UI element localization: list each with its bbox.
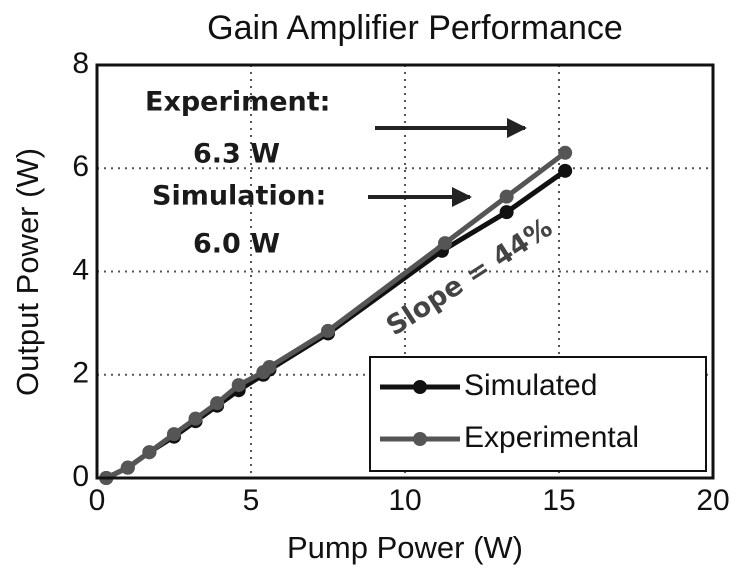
legend-label: Experimental bbox=[464, 421, 639, 454]
y-tick-label: 4 bbox=[72, 253, 89, 286]
y-axis-label: Output Power (W) bbox=[10, 148, 45, 396]
chart-title: Gain Amplifier Performance bbox=[207, 9, 623, 47]
legend-label: Simulated bbox=[464, 369, 597, 402]
x-tick-label: 20 bbox=[696, 484, 729, 517]
data-point bbox=[558, 145, 573, 160]
data-point bbox=[210, 396, 225, 411]
data-point bbox=[262, 360, 277, 375]
data-point bbox=[499, 189, 514, 204]
y-tick-label: 6 bbox=[72, 150, 89, 183]
x-tick-label: 10 bbox=[388, 484, 421, 517]
x-tick-label: 15 bbox=[542, 484, 575, 517]
data-point bbox=[558, 163, 573, 178]
annotation: 6.3 W bbox=[193, 139, 280, 170]
data-point bbox=[167, 427, 181, 442]
annotation: Experiment: bbox=[145, 87, 330, 118]
y-tick-label: 2 bbox=[72, 357, 89, 390]
y-tick-label: 0 bbox=[72, 460, 89, 493]
legend: Simulated Experimental bbox=[369, 356, 707, 472]
data-point bbox=[321, 323, 335, 338]
data-point bbox=[438, 236, 453, 251]
annotation: 6.0 W bbox=[193, 229, 280, 260]
data-point bbox=[142, 445, 157, 460]
data-point bbox=[120, 460, 135, 475]
data-point bbox=[499, 205, 514, 220]
x-tick-label: 0 bbox=[89, 484, 106, 517]
plot-frame bbox=[95, 63, 715, 480]
x-tick-label: 5 bbox=[243, 484, 260, 517]
legend-marker bbox=[413, 380, 427, 394]
legend-box bbox=[369, 356, 707, 472]
annotation: Simulation: bbox=[152, 181, 326, 212]
x-axis-label: Pump Power (W) bbox=[287, 530, 523, 565]
y-tick-label: 8 bbox=[72, 47, 89, 80]
data bbox=[99, 145, 573, 485]
data-point bbox=[231, 378, 246, 393]
data-point bbox=[188, 411, 203, 426]
legend-marker bbox=[413, 432, 427, 446]
